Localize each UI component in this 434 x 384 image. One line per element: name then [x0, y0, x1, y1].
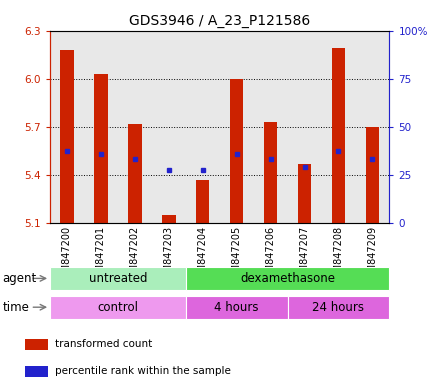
Bar: [229, 79, 243, 223]
Text: control: control: [97, 301, 138, 314]
Text: time: time: [2, 301, 29, 314]
Bar: [128, 124, 141, 223]
Bar: [50, 267, 185, 290]
Bar: [297, 164, 311, 223]
Bar: [263, 122, 277, 223]
Text: percentile rank within the sample: percentile rank within the sample: [55, 366, 230, 376]
Bar: [25, 366, 48, 377]
Bar: [50, 296, 185, 319]
Text: agent: agent: [2, 272, 36, 285]
Bar: [331, 48, 345, 223]
Text: 4 hours: 4 hours: [214, 301, 258, 314]
Bar: [60, 50, 74, 223]
Bar: [161, 215, 175, 223]
Bar: [185, 296, 287, 319]
Bar: [287, 296, 388, 319]
Bar: [25, 339, 48, 350]
Bar: [195, 179, 209, 223]
Text: 24 hours: 24 hours: [312, 301, 364, 314]
Bar: [365, 127, 378, 223]
Text: dexamethasone: dexamethasone: [240, 272, 334, 285]
Bar: [94, 74, 108, 223]
Text: untreated: untreated: [89, 272, 147, 285]
Title: GDS3946 / A_23_P121586: GDS3946 / A_23_P121586: [129, 14, 309, 28]
Text: transformed count: transformed count: [55, 339, 151, 349]
Bar: [185, 267, 388, 290]
